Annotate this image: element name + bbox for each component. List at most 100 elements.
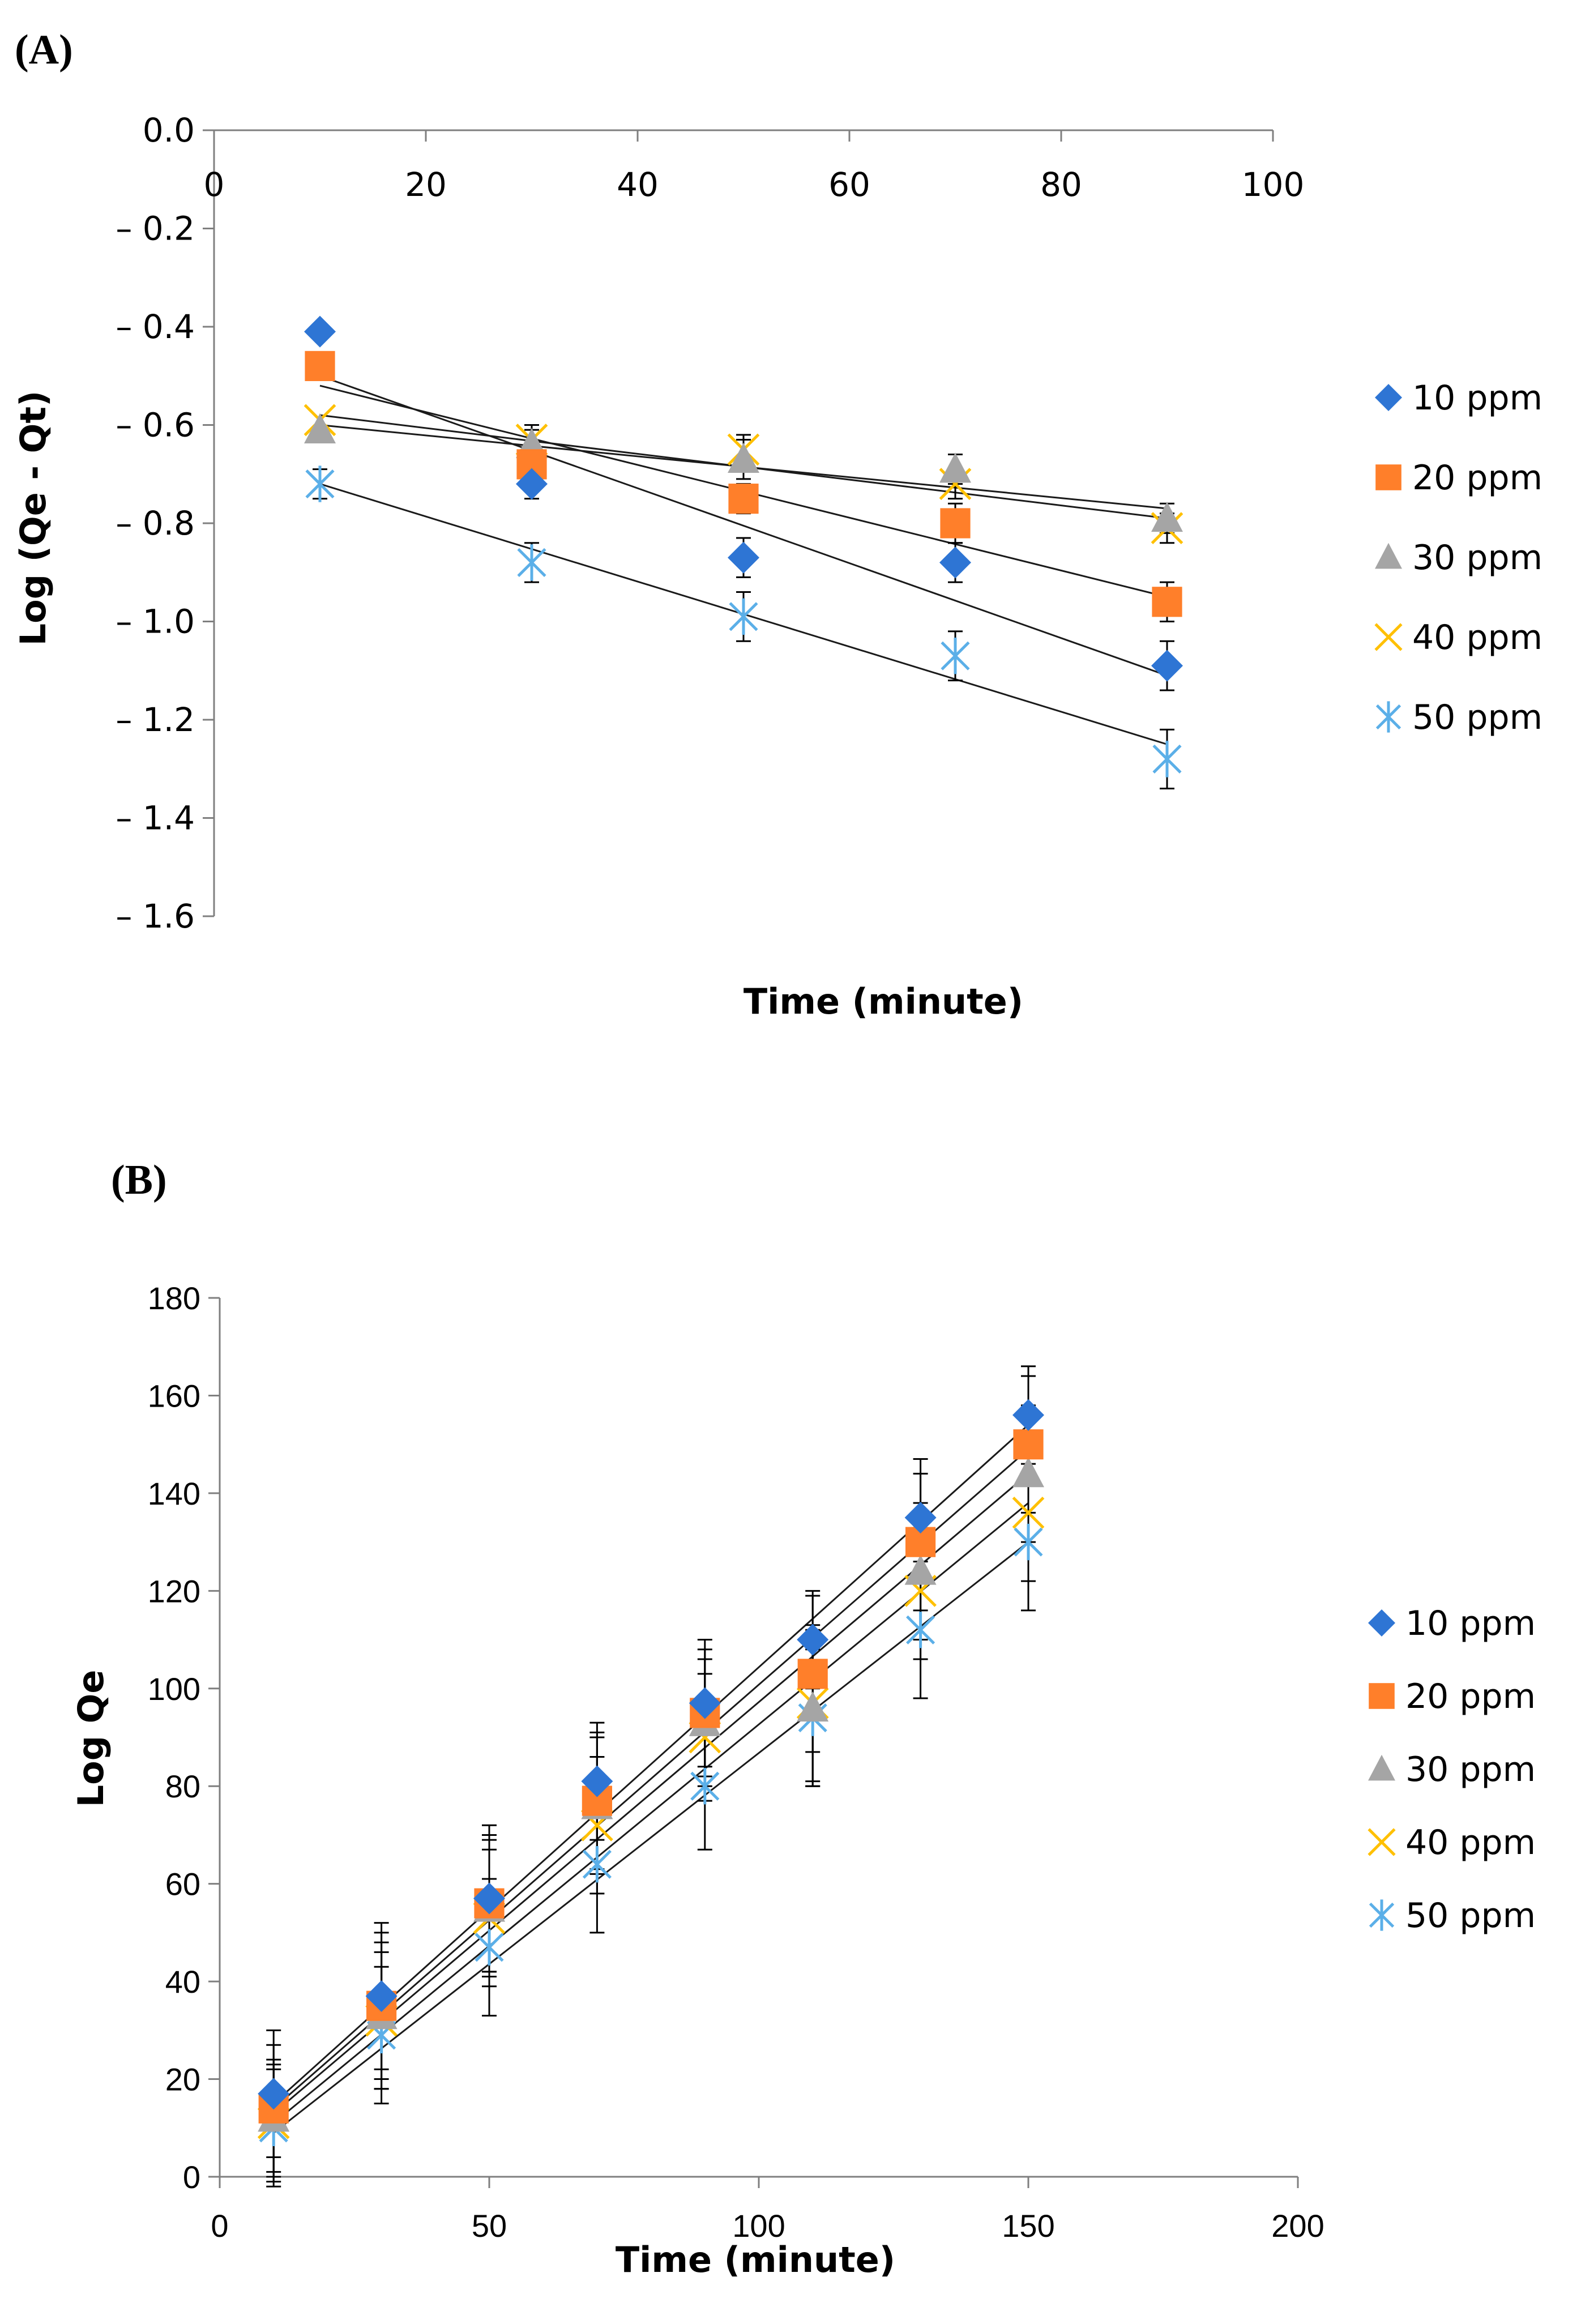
x-tick-label: 80	[1040, 165, 1082, 204]
data-point	[1012, 1457, 1044, 1488]
x-tick-label: 40	[617, 165, 659, 204]
legend-label: 20 ppm	[1412, 458, 1542, 498]
data-point	[516, 468, 548, 500]
legend-label: 10 ppm	[1405, 1604, 1536, 1643]
data-point	[797, 1691, 829, 1722]
data-point	[304, 315, 336, 348]
y-tick-label: – 1.6	[116, 897, 195, 935]
data-point	[1012, 1497, 1045, 1529]
trend-line	[273, 1424, 1029, 2104]
legend-label: 20 ppm	[1405, 1677, 1536, 1716]
y-tick-label: 20	[165, 2062, 200, 2097]
data-point	[797, 1624, 829, 1656]
y-tick-label: 140	[148, 1476, 200, 1511]
trend-line	[273, 1449, 1029, 2109]
x-tick-label: 0	[211, 2208, 228, 2244]
data-point	[940, 508, 971, 539]
trend-line	[319, 375, 1168, 677]
data-point	[1014, 1523, 1043, 1561]
data-point	[728, 484, 759, 514]
legend-label: 30 ppm	[1405, 1750, 1536, 1789]
y-tick-label: – 1.4	[116, 799, 195, 838]
x-tick-label: 150	[1002, 2208, 1054, 2244]
legend-marker	[1368, 1609, 1395, 1637]
data-point	[904, 1502, 937, 1533]
x-tick-label: 200	[1271, 2208, 1324, 2244]
panel-label-a: (A)	[15, 27, 73, 73]
data-point	[729, 598, 758, 635]
y-tick-label: 180	[148, 1280, 200, 1316]
legend-marker	[1369, 1899, 1395, 1931]
legend-marker	[1375, 542, 1402, 569]
data-point	[473, 1882, 505, 1915]
data-point	[258, 2078, 290, 2110]
panel-label-b: (B)	[111, 1157, 167, 1203]
x-axis-title: Time (minute)	[744, 981, 1023, 1022]
trend-line	[273, 1502, 1029, 2124]
data-point	[1013, 1429, 1044, 1460]
data-point	[365, 1980, 398, 2012]
legend-marker	[1368, 1754, 1395, 1781]
legend-marker	[1374, 623, 1403, 651]
y-tick-label: 100	[148, 1671, 200, 1707]
x-tick-label: 60	[828, 165, 870, 204]
data-point	[797, 1659, 828, 1689]
legend-label: 50 ppm	[1412, 698, 1542, 737]
y-tick-label: – 0.2	[116, 210, 195, 248]
data-point	[475, 1929, 504, 1966]
x-axis-title: Time (minute)	[616, 2239, 895, 2280]
y-tick-label: 120	[148, 1573, 200, 1609]
legend-marker	[1369, 1683, 1395, 1709]
chart-a: 0.0 – 0.2 – 0.4 – 0.6 – 0.8 – 1.0 – 1.2 – 1.4 – …	[12, 111, 1542, 1022]
data-point	[305, 465, 335, 502]
legend-label: 50 ppm	[1405, 1896, 1536, 1936]
trend-line	[273, 1541, 1029, 2134]
data-point	[581, 1765, 613, 1797]
legend-label: 40 ppm	[1412, 618, 1542, 657]
trend-line	[273, 1473, 1029, 2114]
y-tick-label: 60	[165, 1866, 200, 1902]
y-tick-label: 0	[183, 2159, 200, 2195]
y-tick-label: 0.0	[143, 111, 195, 149]
legend-marker	[1375, 384, 1402, 411]
data-point	[941, 638, 970, 674]
data-point	[582, 1845, 612, 1883]
y-tick-label: – 0.6	[116, 406, 195, 445]
x-tick-label: 100	[1242, 165, 1305, 204]
data-point	[939, 452, 971, 483]
y-tick-label: – 1.2	[116, 700, 195, 739]
x-tick-label: 100	[732, 2208, 785, 2244]
y-tick-label: – 1.0	[116, 603, 195, 641]
data-point	[305, 351, 335, 381]
y-axis-title: Log (Qe - Qt)	[12, 391, 54, 646]
data-point	[517, 544, 546, 581]
data-point	[1152, 741, 1182, 777]
data-point	[939, 546, 971, 579]
data-point	[1151, 650, 1183, 682]
legend-label: 30 ppm	[1412, 538, 1542, 578]
data-point	[904, 1554, 937, 1585]
data-point	[1012, 1399, 1044, 1431]
data-point	[1151, 501, 1183, 532]
data-point	[689, 1687, 721, 1719]
legend-marker	[1368, 1828, 1396, 1856]
x-tick-label: 20	[405, 165, 447, 204]
y-tick-label: 160	[148, 1378, 200, 1413]
y-tick-label: – 0.8	[116, 504, 195, 542]
data-point	[304, 413, 336, 443]
data-point	[690, 1768, 720, 1805]
data-point	[728, 541, 759, 574]
x-tick-label: 50	[472, 2208, 507, 2244]
data-point	[728, 442, 759, 473]
legend-marker	[1375, 701, 1401, 733]
y-tick-label: 80	[165, 1768, 200, 1804]
chart-b: 0 20 40 60 80 100 120 140 160 180 0 50 100 150 200 Time…	[70, 1280, 1536, 2280]
data-point	[906, 1612, 935, 1648]
y-tick-label: 40	[165, 1964, 200, 2000]
y-axis-title: Log Qe	[70, 1670, 112, 1808]
legend-label: 40 ppm	[1405, 1823, 1536, 1862]
legend-label: 10 ppm	[1412, 378, 1542, 418]
data-point	[1152, 587, 1182, 617]
legend-marker	[1375, 464, 1401, 490]
